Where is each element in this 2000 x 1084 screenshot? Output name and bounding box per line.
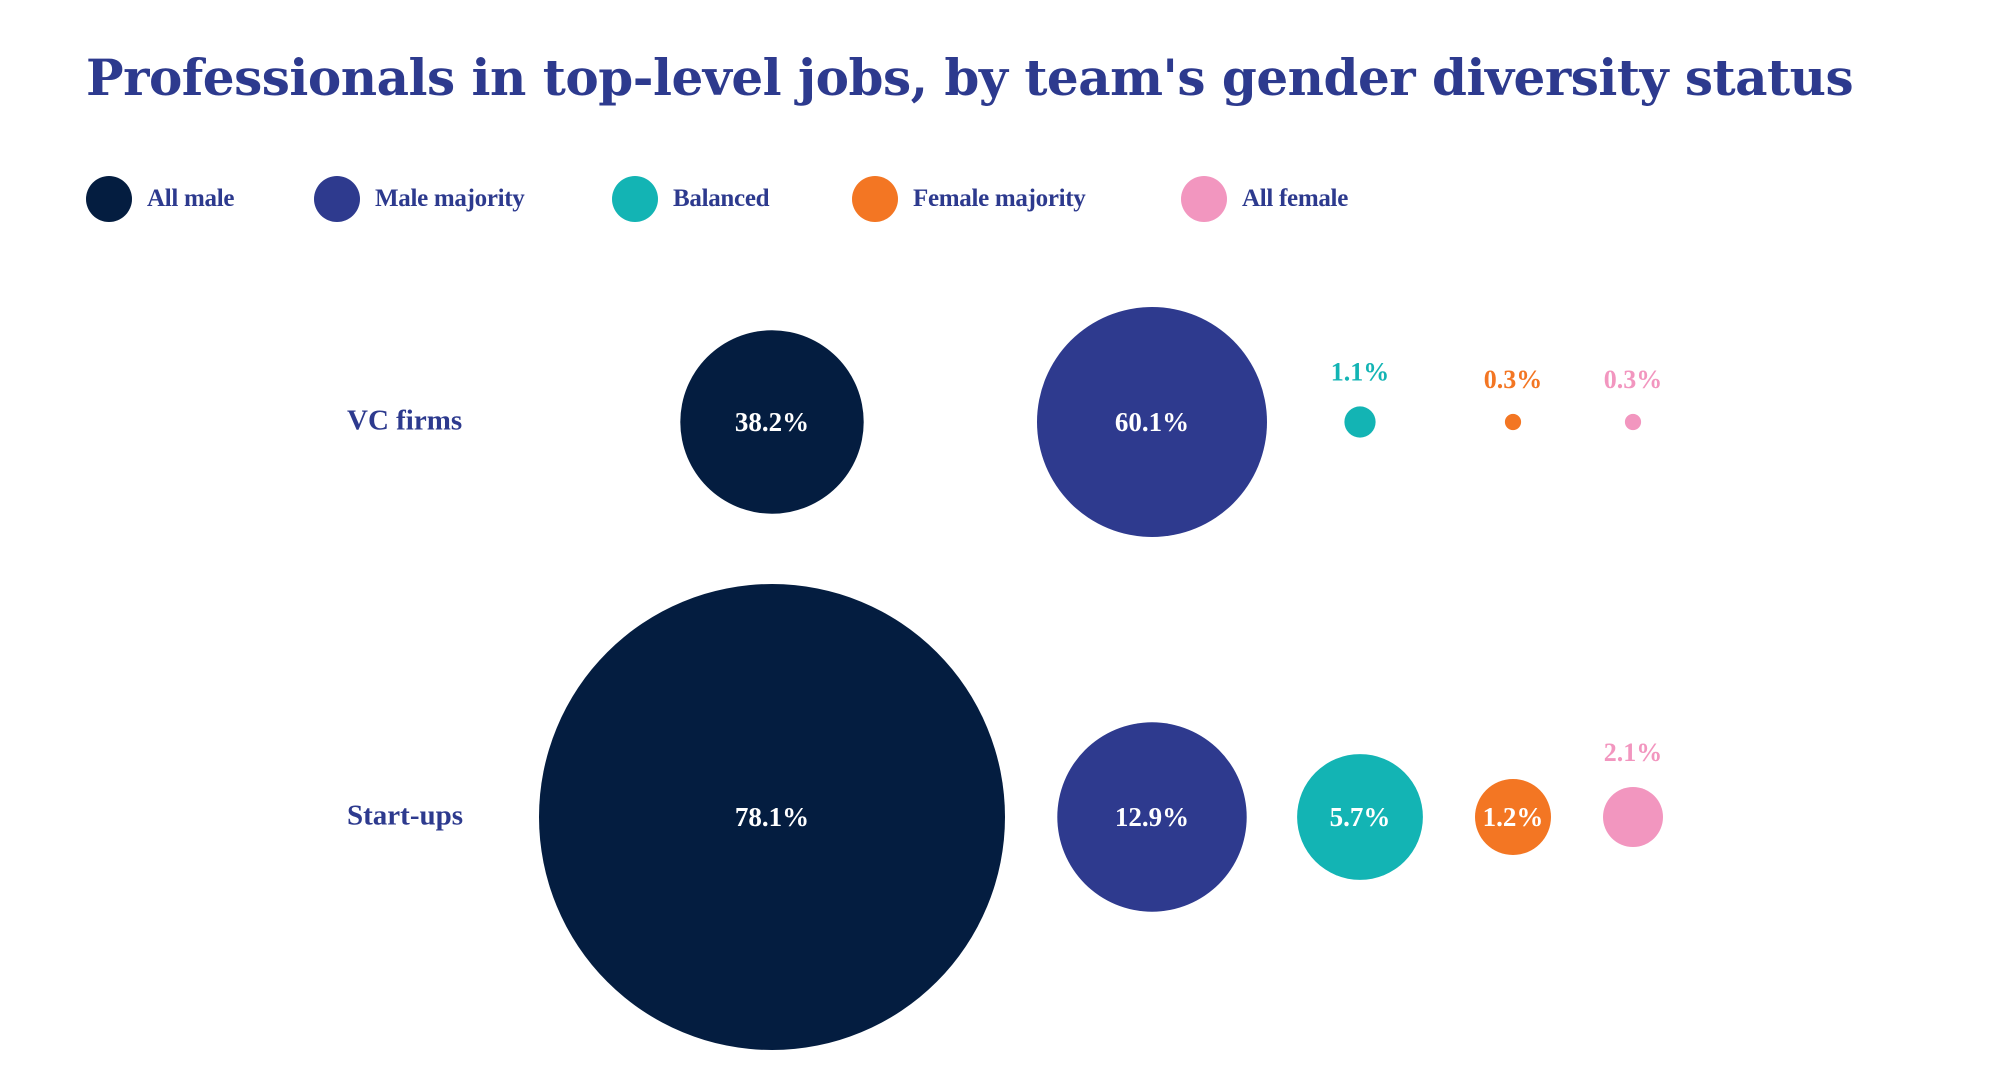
- legend-label: All male: [147, 185, 235, 212]
- legend-label: Female majority: [913, 185, 1086, 212]
- data-label-start-ups-all-male: 78.1%: [735, 802, 809, 832]
- data-label-vc-firms-all-female: 0.3%: [1604, 365, 1663, 394]
- data-label-vc-firms-balanced: 1.1%: [1331, 357, 1390, 386]
- row-label-start-ups: Start-ups: [347, 799, 464, 832]
- row-label-vc-firms: VC firms: [347, 404, 463, 437]
- bubble-start-ups-female-majority: [1475, 779, 1551, 855]
- legend-label: Balanced: [673, 185, 770, 212]
- bubble-vc-firms-all-male: [680, 330, 864, 514]
- data-label-start-ups-male-majority: 12.9%: [1115, 802, 1189, 832]
- data-label-start-ups-female-majority: 1.2%: [1483, 802, 1544, 832]
- legend-swatch-female-majority-icon: [852, 176, 898, 222]
- legend-item-balanced: Balanced: [612, 176, 770, 222]
- legend-item-male-majority: Male majority: [314, 176, 525, 222]
- legend-item-all-male: All male: [86, 176, 234, 222]
- data-label-vc-firms-all-male: 38.2%: [735, 407, 809, 437]
- data-label-start-ups-balanced: 5.7%: [1330, 802, 1391, 832]
- data-label-vc-firms-female-majority: 0.3%: [1484, 365, 1543, 394]
- legend-swatch-balanced-icon: [612, 176, 658, 222]
- bubble-vc-firms-all-female: [1624, 413, 1642, 431]
- bubble-vc-firms-female-majority: [1504, 413, 1522, 431]
- data-label-start-ups-all-female: 2.1%: [1604, 738, 1663, 767]
- bubble-start-ups-all-female: [1603, 787, 1663, 847]
- bubble-start-ups-all-male: [539, 584, 1005, 1050]
- legend-item-female-majority: Female majority: [852, 176, 1086, 222]
- bubble-start-ups-balanced: [1297, 754, 1423, 880]
- bubble-start-ups-male-majority: [1057, 722, 1247, 912]
- bubble-vc-firms-balanced: [1344, 406, 1376, 438]
- legend-label: Male majority: [375, 185, 525, 212]
- legend-swatch-all-male-icon: [86, 176, 132, 222]
- legend-swatch-male-majority-icon: [314, 176, 360, 222]
- legend-item-all-female: All female: [1181, 176, 1348, 222]
- chart-title: Professionals in top-level jobs, by team…: [86, 48, 1854, 107]
- legend-label: All female: [1242, 185, 1348, 212]
- legend-swatch-all-female-icon: [1181, 176, 1227, 222]
- data-label-vc-firms-male-majority: 60.1%: [1115, 407, 1189, 437]
- bubble-vc-firms-male-majority: [1037, 307, 1267, 537]
